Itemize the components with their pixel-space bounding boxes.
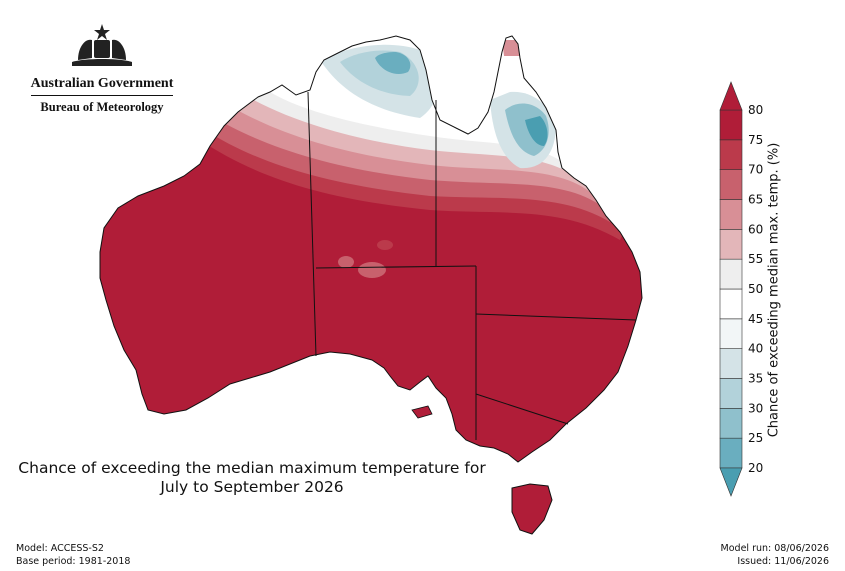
footer-right: Model run: 08/06/2026 Issued: 11/06/2026 (721, 542, 829, 568)
state-borders (307, 91, 637, 440)
colorbar-segment (719, 258, 743, 290)
map-title-line1: Chance of exceeding the median maximum t… (18, 459, 486, 477)
government-name: Australian Government (30, 76, 174, 96)
colorbar-segment (719, 348, 743, 379)
government-logo: Australian Government Bureau of Meteorol… (22, 22, 182, 115)
footer-left: Model: ACCESS-S2 Base period: 1981-2018 (16, 542, 130, 568)
colorbar-tick-label: 25 (748, 431, 763, 445)
colorbar-extend-bottom (719, 467, 743, 497)
colorbar-segment (719, 288, 743, 320)
colorbar-segment (719, 318, 743, 349)
colorbar-extend-top (719, 81, 743, 111)
coat-of-arms-icon (72, 24, 132, 66)
colorbar-tick-label: 50 (748, 282, 763, 296)
colorbar-segment (719, 169, 743, 200)
colorbar-tick-label: 80 (748, 103, 763, 117)
colorbar-tick-label: 30 (748, 401, 763, 415)
colorbar-segment (719, 378, 743, 409)
colorbar-segment (719, 109, 743, 141)
colorbar-segment (719, 199, 743, 230)
colorbar-segment (719, 408, 743, 439)
colorbar-segment (719, 437, 743, 469)
base-period-text: Base period: 1981-2018 (16, 556, 131, 567)
colorbar-tick-label: 65 (748, 193, 763, 207)
map-title: Chance of exceeding the median maximum t… (12, 459, 492, 497)
colorbar-tick-label: 40 (748, 342, 763, 356)
colorbar-tick-label: 75 (748, 133, 763, 147)
issued-text: Issued: 11/06/2026 (737, 556, 829, 567)
colorbar-segment (719, 139, 743, 170)
colorbar-segment (719, 229, 743, 260)
colorbar-tick-label: 55 (748, 252, 763, 266)
model-text: Model: ACCESS-S2 (16, 543, 104, 554)
tasmania (511, 483, 553, 535)
colorbar: 20 25 30 35 40 45 50 55 60 65 70 75 80 (719, 81, 763, 497)
colorbar-tick-label: 70 (748, 163, 763, 177)
colorbar-tick-label: 60 (748, 222, 763, 236)
colorbar-label: Chance of exceeding median max. temp. (%… (766, 142, 782, 438)
colorbar-tick-label: 20 (748, 461, 763, 475)
colorbar-tick-label: 35 (748, 372, 763, 386)
model-run-text: Model run: 08/06/2026 (720, 543, 829, 554)
map-title-line2: July to September 2026 (160, 478, 344, 496)
bureau-name: Bureau of Meteorology (40, 100, 164, 114)
colorbar-tick-label: 45 (748, 312, 763, 326)
